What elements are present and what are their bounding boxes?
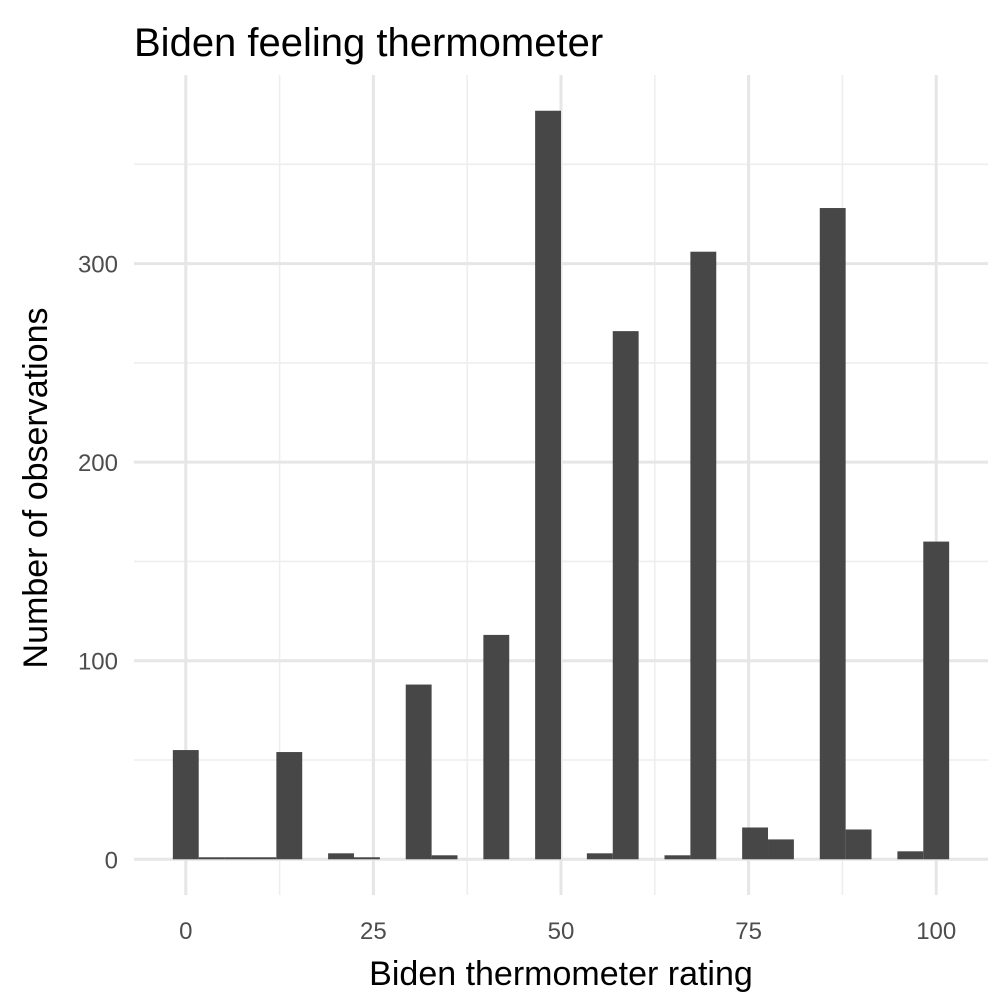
- histogram-bar: [276, 752, 303, 860]
- histogram-bar: [690, 251, 717, 860]
- y-tick-label: 100: [78, 649, 118, 676]
- x-tick-label: 75: [735, 918, 762, 945]
- histogram-bar: [897, 851, 924, 860]
- histogram-bar: [664, 855, 691, 860]
- histogram-bar: [845, 829, 872, 860]
- histogram-bar: [328, 853, 354, 860]
- y-tick-label: 300: [78, 252, 118, 279]
- histogram-bar: [923, 541, 950, 860]
- histogram-bar: [224, 857, 251, 860]
- histogram-bar: [768, 839, 794, 860]
- x-axis-tick-labels: 0 25 50 75 100: [179, 918, 956, 945]
- histogram-bar: [483, 634, 510, 860]
- histogram-bar: [198, 857, 225, 860]
- histogram-bar: [586, 853, 613, 860]
- histogram-bar: [353, 857, 380, 860]
- chart-title: Biden feeling thermometer: [134, 21, 603, 65]
- y-tick-label: 200: [78, 450, 118, 477]
- x-tick-label: 0: [179, 918, 192, 945]
- histogram-bar: [431, 855, 458, 860]
- histogram-bar: [535, 110, 561, 860]
- x-tick-label: 25: [360, 918, 387, 945]
- x-axis-title: Biden thermometer rating: [369, 955, 753, 993]
- histogram-bar: [250, 857, 277, 860]
- x-tick-label: 100: [916, 918, 956, 945]
- y-axis-title: Number of observations: [17, 308, 55, 669]
- histogram-bars: [172, 110, 950, 860]
- histogram-bar: [612, 331, 639, 860]
- histogram-bar: [405, 684, 432, 860]
- histogram-bar: [172, 750, 199, 860]
- y-axis-tick-labels: 0 100 200 300: [78, 252, 118, 875]
- histogram-bar: [742, 827, 769, 860]
- x-tick-label: 50: [548, 918, 575, 945]
- histogram-bar: [819, 208, 846, 860]
- y-tick-label: 0: [105, 847, 118, 874]
